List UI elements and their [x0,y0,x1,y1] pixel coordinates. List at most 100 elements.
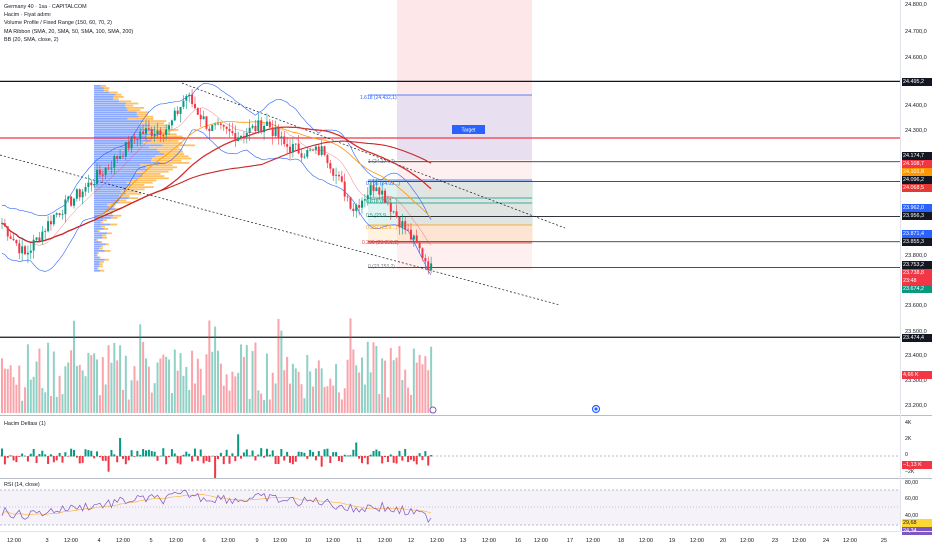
legend-ma-ribbon[interactable]: MA Ribbon (SMA, 20, SMA, 50, SMA, 100, S… [4,28,134,35]
volume-profile-bar [97,267,99,270]
delta-bar [254,456,257,461]
time-axis[interactable]: 12:00 3 12:00 4 12:00 5 12:00 6 12:00 9 12:00 10 12:… [0,531,932,551]
volume-bar [32,376,35,413]
delta-bar [182,454,185,457]
candle-body [173,110,176,121]
fib-label: 1 (24.174,7) [368,159,395,165]
delta-bar [139,454,142,457]
delta-pane-title[interactable]: Hacim Deltası (1) [4,421,46,427]
candle-body [389,203,392,212]
volume-profile-bar [94,258,105,261]
delta-bar [191,456,194,462]
candle-body [3,223,6,227]
volume-bar [407,387,410,413]
legend-volume-profile[interactable]: Volume Profile / Fixed Range (150, 60, 7… [4,20,112,27]
delta-bar [12,456,15,461]
delta-bar [81,456,84,463]
delta-bar [424,451,427,457]
price-tag: 23.753,2 [902,261,932,269]
volume-bar [274,383,277,413]
delta-bar [193,448,196,457]
price-scale[interactable]: 24.800,0 24.700,0 24.600,0 24.400,0 24.3… [900,0,932,535]
legend-volume[interactable]: Hacim · Fiyat adımı [4,12,51,19]
volume-profile-bar [106,210,113,213]
candle-body [193,104,196,109]
short-stop-zone[interactable] [397,0,532,95]
delta-bar [26,456,29,462]
delta-bar [211,455,214,457]
time-label: 12:00 [116,538,130,544]
candle-body [49,221,52,225]
candle-body [47,221,50,232]
bb-basis [1,107,432,246]
delta-bar [355,442,358,457]
target-label-box[interactable] [452,125,485,134]
candle-body [196,108,199,115]
delta-bar [47,456,50,465]
main-price-chart[interactable]: Target [0,0,900,415]
volume-delta-pane[interactable] [0,416,900,478]
volume-bar [326,386,329,413]
delta-bar [389,454,392,457]
volume-profile-bar [100,269,105,272]
trend-line-lower[interactable] [0,154,561,306]
delta-bar [173,453,176,457]
delta-bar [225,449,228,457]
volume-bar [202,395,205,413]
candle-body [219,123,222,125]
delta-bar [234,456,237,462]
dividend-marker-icon[interactable] [429,406,437,414]
delta-bar [214,456,217,478]
price-label: 23.500,0 [905,329,927,335]
candle-body [162,134,165,136]
volume-profile-bar [94,236,103,239]
delta-bar [274,456,277,465]
volume-bar [277,318,280,413]
pane-separator[interactable] [0,478,932,479]
volume-bar [170,392,173,413]
volume-profile-bar [94,232,108,235]
legend-bollinger[interactable]: BB (20, SMA, close, 2) [4,36,59,43]
volume-bar [159,358,162,413]
candle-body [381,190,384,195]
candle-body [421,248,424,259]
symbol-title[interactable]: Germany 40 · 1sa · CAPITALCOM [4,4,87,10]
rsi-pane[interactable] [0,479,900,531]
candle-body [70,196,73,206]
delta-bar [168,456,171,458]
volume-profile-bar [94,122,140,125]
volume-bar [412,348,415,413]
candle-body [242,136,245,137]
volume-profile-bar [100,85,107,87]
candle-body [211,124,214,131]
time-label: 12:00 [690,538,704,544]
volume-profile-bar [100,241,103,243]
time-label: 12:00 [792,538,806,544]
volume-profile-bar [94,217,112,219]
rsi-pane-title[interactable]: RSI (14, close) [4,482,40,488]
volume-bar [340,399,343,413]
price-tag: 23.855,3 [902,238,932,246]
volume-bar [251,351,254,413]
delta-bar [21,453,24,457]
trend-line-upper[interactable] [181,82,566,229]
candle-body [372,185,375,192]
pane-separator[interactable] [0,415,932,416]
volume-profile-bar [159,151,184,153]
price-label: 24.700,0 [905,29,927,35]
volume-bar [297,371,300,413]
delta-bar [29,453,32,457]
delta-bar [349,455,352,457]
volume-bar [75,365,78,413]
volume-bar [107,345,110,413]
volume-bar [208,320,211,413]
price-label: 24.800,0 [905,2,927,8]
candle-body [153,134,156,136]
candle-body [58,213,61,215]
volume-bar [104,384,107,413]
candle-body [101,174,104,176]
volume-profile-bar [94,179,132,182]
delta-bar [136,450,139,457]
candle-body [104,167,107,175]
volume-bar [176,370,179,413]
